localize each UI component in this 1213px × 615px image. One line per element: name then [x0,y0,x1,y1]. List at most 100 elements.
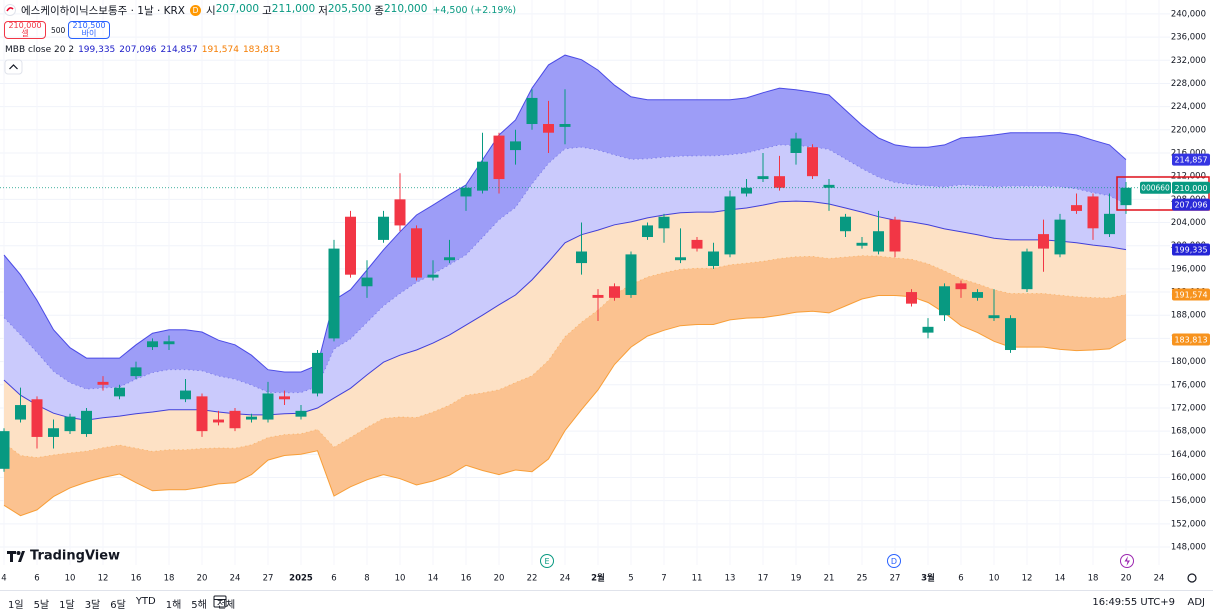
band-price-tag-label: 207,096 [1174,201,1207,210]
x-tick-label: 20 [494,574,505,584]
x-tick-label: 18 [1088,574,1099,584]
x-tick-label: 20 [1121,574,1132,584]
logo: TradingView [7,549,120,564]
band-line [3,54,1127,373]
x-tick-label: 27 [263,574,274,584]
x-tick-label: 19 [791,574,802,584]
indicator-value: 183,813 [242,45,281,55]
ohlc-item: 저 205,500 [318,3,371,18]
candle-body [15,405,26,420]
y-tick-label: 164,000 [1171,450,1206,460]
period-button[interactable]: YTD [135,595,156,607]
candle-body [675,257,686,261]
candle-body [1071,205,1082,211]
symbol-tag-label: 000660 [1141,183,1170,192]
x-tick-label: 18 [164,574,175,584]
x-tick-label: 6 [331,574,336,584]
x-tick-label: 22 [527,574,538,584]
ohlc-value: 210,000 [383,2,428,15]
ohlc-value: 205,500 [327,2,372,15]
candle-body [708,251,719,266]
event-label: D [891,557,897,566]
logo-dot [16,551,21,555]
candle-body [906,292,917,304]
candle-body [114,387,125,397]
bottom-toolbar: 1일 5날 1달 3달 6달 YTD 1해 5해 전체 16:49:55 UTC+9 ADJ [0,591,1213,615]
y-tick-label: 180,000 [1171,357,1206,367]
candle-body [477,161,488,191]
x-tick-label: 14 [428,574,439,584]
candle-body [823,184,835,188]
period-button[interactable]: 5날 [33,599,50,611]
price-tag-label: 210,000 [1174,184,1207,193]
candle-body [510,141,521,151]
settings-icon[interactable] [1187,573,1197,583]
candle-body [576,251,587,264]
ohlc-item: 종 210,000 [374,3,427,18]
candle-body [757,176,769,180]
plot-area [0,54,1170,517]
event-marker[interactable] [887,554,901,568]
x-tick-label: 24 [1154,574,1165,584]
candle-body [493,135,505,180]
x-tick-label: 21 [824,574,835,584]
lightning-icon [1124,556,1130,566]
candle-body [922,326,934,333]
y-tick-label: 148,000 [1171,543,1206,553]
y-tick-label: 220,000 [1171,125,1206,135]
period-button[interactable]: 전체 [216,599,236,611]
band-price-tag-label: 183,813 [1174,336,1207,345]
indicator-value: 199,335 [78,45,116,55]
candle-body [1038,234,1049,249]
symbol-title: 에스케이하이닉스보통주 · 1날 · KRX [21,4,186,17]
candle-body [64,416,76,432]
x-tick-label: 20 [197,574,208,584]
period-button[interactable]: 1일 [8,599,24,611]
y-tick-label: 232,000 [1171,56,1206,66]
candle-body [873,231,884,252]
period-button[interactable]: 6달 [110,599,126,611]
candle-body [246,416,257,420]
x-tick-label: 6 [958,574,963,584]
indicator-value: 214,857 [160,45,198,55]
buy-button[interactable]: 210,500 바이 [68,21,110,39]
candle-body [840,216,851,232]
period-buttons: 1일 5날 1달 3달 6달 YTD 1해 5해 전체 [0,596,235,611]
candle-body [889,219,901,252]
y-tick-label: 172,000 [1171,403,1206,413]
x-tick-label: 2월 [591,573,605,584]
x-tick-label: 27 [890,574,901,584]
x-tick-label: 7 [661,574,666,584]
band-fill [4,201,1126,458]
market-badge: D [190,4,202,16]
indicator-label: MBB close 20 2 [5,45,75,55]
period-button[interactable]: 5해 [191,599,207,611]
symbol-logo [4,4,16,16]
collapse-button[interactable] [4,59,23,75]
candle-body [81,410,92,435]
period-button[interactable]: 1해 [165,599,182,611]
ohlc-values: 시 207,000 고 211,000 저 205,500 종 210,000 [206,3,427,18]
candle-body [1120,187,1132,206]
ohlc-label: 저 [318,4,328,17]
band-price-tag [1172,288,1210,301]
adjust-button[interactable]: ADJ [1187,597,1206,608]
period-button[interactable]: 1달 [59,599,75,611]
ohlc-value: 211,000 [271,2,316,15]
band-line [3,200,1127,421]
candle-body [328,248,340,339]
candle-body [213,419,224,423]
period-button[interactable]: 3달 [84,599,101,611]
y-tick-label: 176,000 [1171,380,1206,390]
y-tick-label: 236,000 [1171,33,1206,43]
x-tick-label: 10 [989,574,1000,584]
sell-button[interactable]: 210,000 셀 [4,21,46,39]
y-tick-label: 224,000 [1171,102,1206,112]
price-tag [1172,181,1210,194]
event-marker[interactable] [540,554,554,568]
candle-body [394,199,406,226]
y-tick-label: 240,000 [1171,9,1206,19]
candle-body [163,341,175,345]
calendar-icon[interactable] [213,595,227,608]
ohlc-item: 시 207,000 [206,3,259,18]
